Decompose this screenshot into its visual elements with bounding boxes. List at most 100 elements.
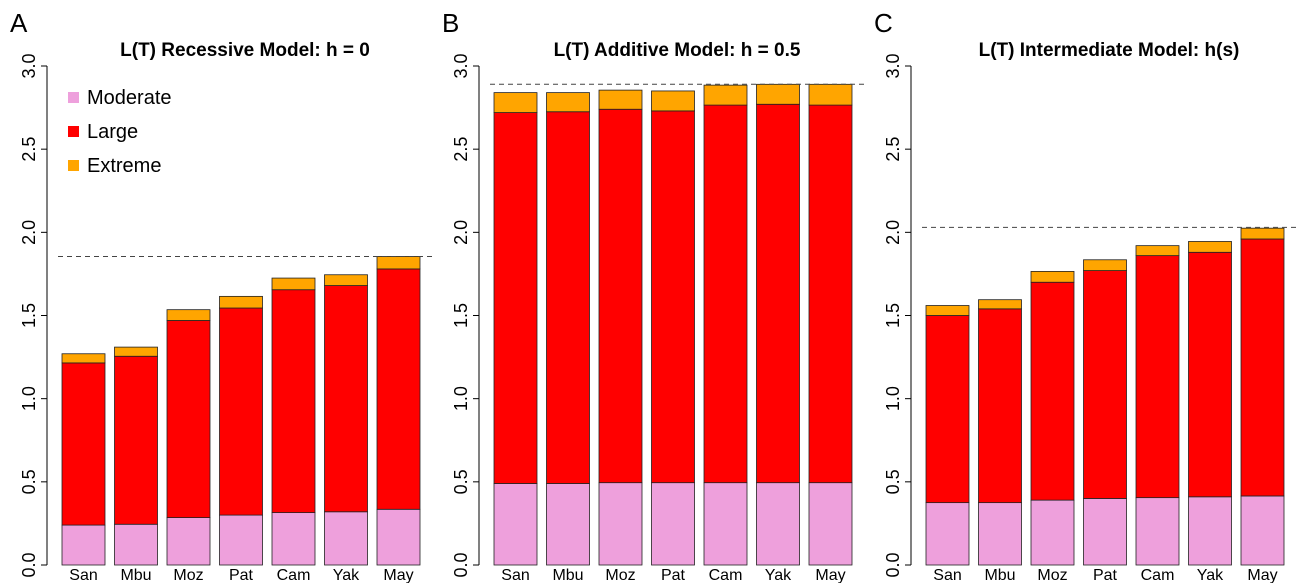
bar-segment-moderate [1083, 498, 1127, 566]
bar-segment-moderate [271, 512, 316, 566]
x-category-label: Cam [1141, 567, 1175, 583]
bar-segment-extreme [219, 295, 263, 309]
x-category-label: Moz [173, 567, 203, 583]
bar-segment-extreme [808, 83, 853, 106]
legend-swatch [68, 126, 79, 137]
bar-segment-large [376, 268, 421, 510]
x-category-label: Yak [765, 567, 792, 583]
bar-segment-extreme [376, 256, 421, 270]
x-category-label: Moz [605, 567, 635, 583]
bar-segment-extreme [1030, 271, 1075, 283]
bar-segment-large [219, 307, 263, 516]
bar-segment-large [1135, 255, 1180, 499]
legend-label: Large [87, 121, 138, 143]
bar-segment-moderate [493, 483, 538, 566]
bar-segment-moderate [61, 524, 106, 566]
x-category-label: Cam [709, 567, 743, 583]
bar-segment-large [756, 103, 800, 484]
y-tick-label: 1.5 [883, 303, 903, 328]
y-tick-label: 0.0 [883, 552, 903, 577]
bar-segment-moderate [376, 508, 421, 566]
bar-segment-large [1083, 270, 1127, 499]
bar-segment-extreme [493, 92, 538, 113]
legend-swatch [68, 92, 79, 103]
y-tick-label: 2.0 [19, 220, 39, 245]
x-category-label: Mbu [120, 567, 151, 583]
y-tick-label: 1.5 [451, 303, 471, 328]
bar-segment-large [1030, 281, 1075, 501]
y-tick-label: 2.5 [883, 137, 903, 162]
panel-letter: C [874, 8, 893, 38]
y-tick-label: 2.5 [19, 137, 39, 162]
y-tick-label: 1.0 [883, 386, 903, 411]
legend: Moderate Large Extreme [68, 87, 172, 177]
bar-segment-extreme [1188, 241, 1232, 253]
y-tick-label: 3.0 [19, 53, 39, 78]
legend-swatch [68, 160, 79, 171]
bar-segment-extreme [114, 346, 158, 357]
bar-segment-large [546, 111, 590, 484]
bar-segment-extreme [651, 90, 695, 112]
bar-segment-moderate [1188, 496, 1232, 566]
legend-label: Moderate [87, 87, 172, 109]
x-category-label: May [815, 567, 845, 583]
y-tick-label: 1.5 [19, 303, 39, 328]
bar-segment-moderate [925, 502, 970, 566]
bar-segment-large [651, 110, 695, 484]
bar-segment-extreme [1135, 245, 1180, 257]
chart-title: L(T) Intermediate Model: h(s) [979, 40, 1240, 61]
bar-segment-large [324, 285, 368, 513]
legend-label: Extreme [87, 155, 161, 177]
bar-segment-extreme [1240, 227, 1285, 240]
bar-segment-moderate [1240, 495, 1285, 566]
y-tick-label: 0.5 [19, 469, 39, 494]
bar-segment-extreme [271, 277, 316, 291]
bar-segment-large [271, 289, 316, 514]
y-tick-label: 2.0 [883, 220, 903, 245]
bar-segment-large [166, 320, 211, 518]
bar-segment-moderate [219, 514, 263, 566]
bar-segment-large [1240, 238, 1285, 497]
bar-segment-moderate [808, 482, 853, 566]
bar-segment-extreme [166, 309, 211, 321]
x-category-label: Cam [277, 567, 311, 583]
bar-segment-moderate [651, 482, 695, 566]
chart-panel-c: C L(T) Intermediate Model: h(s) 0.0 0.5 1.0 1… [874, 8, 1296, 583]
bar-segment-large [598, 108, 643, 484]
bar-segment-moderate [1135, 497, 1180, 566]
y-tick-label: 1.0 [19, 386, 39, 411]
bar-segment-extreme [61, 353, 106, 364]
x-category-label: Yak [1197, 567, 1224, 583]
x-category-label: Mbu [984, 567, 1015, 583]
y-tick-label: 3.0 [451, 53, 471, 78]
y-tick-label: 0.5 [451, 469, 471, 494]
x-category-label: Yak [333, 567, 360, 583]
bar-segment-extreme [546, 92, 590, 113]
panel-letter: B [442, 8, 459, 38]
bar-segment-large [1188, 251, 1232, 498]
x-category-label: May [383, 567, 413, 583]
x-category-label: Pat [229, 567, 254, 583]
bar-segment-moderate [324, 511, 368, 566]
y-tick-label: 2.0 [451, 220, 471, 245]
x-category-label: Moz [1037, 567, 1067, 583]
x-category-label: Mbu [552, 567, 583, 583]
bar-segment-extreme [756, 83, 800, 105]
y-tick-label: 1.0 [451, 386, 471, 411]
bar-segment-large [61, 362, 106, 526]
bar-segment-extreme [703, 84, 748, 106]
bar-segment-extreme [925, 305, 970, 316]
bar-segment-extreme [1083, 259, 1127, 271]
bar-segment-extreme [324, 274, 368, 286]
bar-segment-large [925, 315, 970, 504]
chart-panel-b: B L(T) Additive Model: h = 0.5 0.0 0.5 1.0 1.… [442, 8, 864, 583]
y-tick-label: 3.0 [883, 53, 903, 78]
x-category-label: Pat [1093, 567, 1118, 583]
bar-segment-extreme [978, 299, 1022, 310]
chart-title: L(T) Recessive Model: h = 0 [120, 40, 370, 61]
bar-segment-moderate [166, 517, 211, 566]
bar-segment-moderate [703, 482, 748, 566]
y-tick-label: 0.5 [883, 469, 903, 494]
y-tick-label: 2.5 [451, 137, 471, 162]
